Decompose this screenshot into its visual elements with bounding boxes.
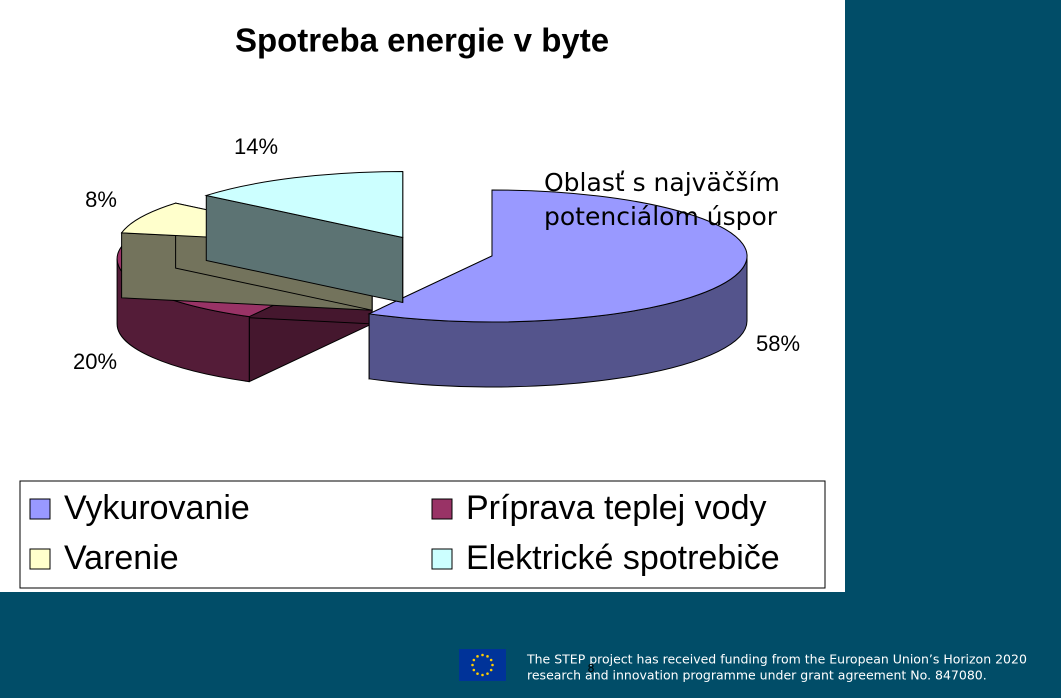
legend-swatch	[29, 548, 51, 570]
legend-label: Elektrické spotrebiče	[466, 539, 780, 577]
page-number: 8	[588, 662, 595, 675]
flag-star	[471, 663, 474, 667]
chart-title: Spotreba energie v byte	[235, 22, 609, 59]
flag-star	[476, 672, 479, 675]
annotation: potenciálom úspor	[544, 202, 778, 231]
value-label: 14%	[234, 134, 278, 159]
flag-star	[472, 658, 476, 662]
legend-label: Varenie	[64, 539, 179, 577]
pie-slice	[367, 189, 748, 323]
flag-star	[476, 655, 479, 658]
legend-box	[19, 480, 826, 589]
flag-star	[486, 655, 489, 658]
flag-star	[481, 673, 484, 677]
footer-line: The STEP project has received funding fr…	[526, 652, 1027, 667]
flag-star	[489, 658, 493, 662]
legend-swatch	[29, 498, 51, 520]
eu-flag	[459, 649, 506, 681]
legend-label: Vykurovanie	[64, 489, 250, 527]
slice-group	[367, 189, 748, 388]
legend-swatch	[431, 498, 453, 520]
flag-star	[486, 672, 489, 675]
flag-star	[472, 668, 476, 672]
legend-label: Príprava teplej vody	[466, 489, 767, 527]
slice-group	[204, 171, 404, 304]
pie-slice	[204, 171, 404, 239]
annotation: Oblasť s najväčším	[544, 168, 780, 197]
value-label: 8%	[85, 187, 117, 212]
flag-star	[491, 663, 494, 667]
flag-star	[489, 668, 493, 672]
value-label: 58%	[756, 331, 800, 356]
legend-swatch	[431, 548, 453, 570]
footer-line: research and innovation programme under …	[527, 668, 987, 683]
flag-star	[481, 653, 484, 657]
value-label: 20%	[73, 349, 117, 374]
